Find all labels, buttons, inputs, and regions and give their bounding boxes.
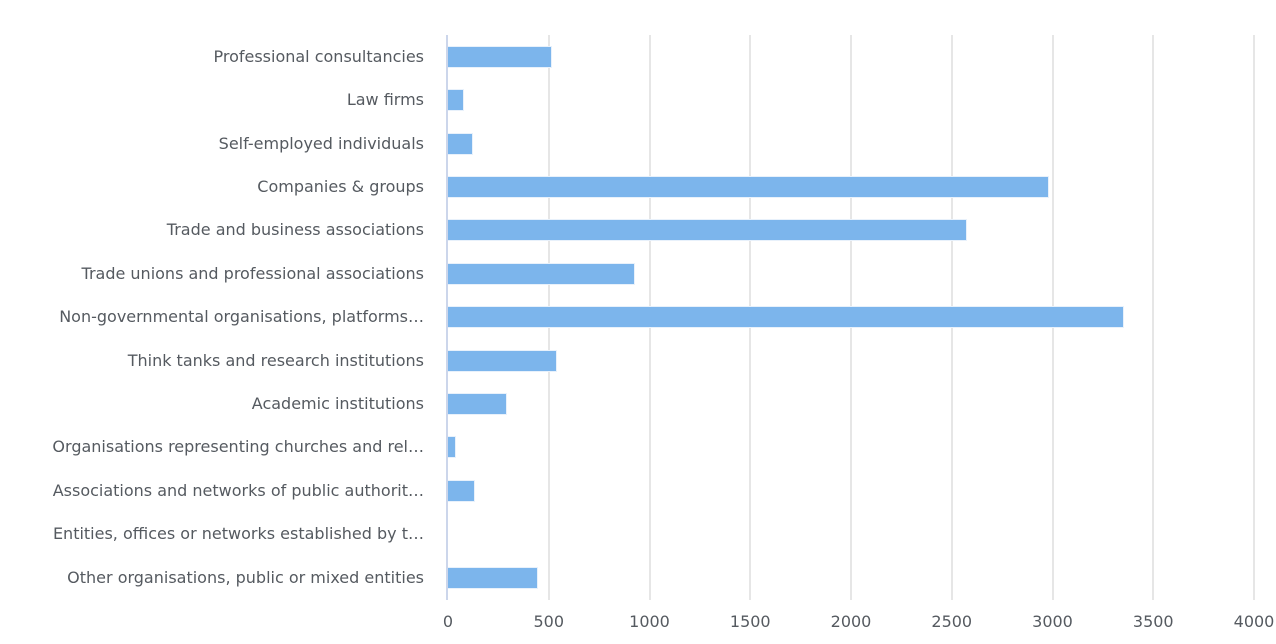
- category-label: Professional consultancies: [213, 46, 424, 66]
- x-tick-label: 3000: [1032, 612, 1073, 631]
- bar[interactable]: [448, 89, 464, 112]
- y-axis-line: [446, 35, 448, 600]
- bar[interactable]: [448, 392, 508, 415]
- x-tick-label: 1000: [629, 612, 670, 631]
- bar[interactable]: [448, 436, 457, 459]
- x-tick-label: 3500: [1132, 612, 1174, 631]
- bar[interactable]: [448, 566, 539, 589]
- category-label: Companies & groups: [257, 176, 424, 196]
- category-label: Entities, offices or networks establishe…: [52, 524, 424, 544]
- bar[interactable]: [448, 262, 635, 285]
- category-label: Non-governmental organisations, platform…: [59, 307, 424, 327]
- bar[interactable]: [448, 306, 1125, 329]
- category-label: Trade and business associations: [166, 220, 424, 240]
- category-label: Academic institutions: [251, 393, 424, 413]
- category-label: Think tanks and research institutions: [127, 350, 424, 370]
- category-label: Other organisations, public or mixed ent…: [67, 567, 424, 587]
- category-label: Self-employed individuals: [218, 133, 424, 153]
- category-label: Organisations representing churches and …: [52, 437, 424, 457]
- grid-line: [1152, 35, 1155, 600]
- category-label: Law firms: [346, 90, 424, 110]
- x-tick-label: 2500: [931, 612, 973, 631]
- bar[interactable]: [448, 132, 473, 155]
- bar[interactable]: [448, 479, 475, 502]
- x-tick-label: 4000: [1233, 612, 1275, 631]
- bar[interactable]: [448, 45, 552, 68]
- bar[interactable]: [448, 175, 1050, 198]
- bar[interactable]: [448, 219, 968, 242]
- x-tick-label: 500: [533, 612, 565, 631]
- grid-line: [1253, 35, 1255, 600]
- x-tick-label: 0: [442, 612, 454, 631]
- bar[interactable]: [448, 349, 557, 372]
- category-label: Trade unions and professional associatio…: [81, 263, 424, 283]
- category-label: Associations and networks of public auth…: [52, 480, 424, 500]
- x-tick-label: 1500: [729, 612, 771, 631]
- x-tick-label: 2000: [830, 612, 872, 631]
